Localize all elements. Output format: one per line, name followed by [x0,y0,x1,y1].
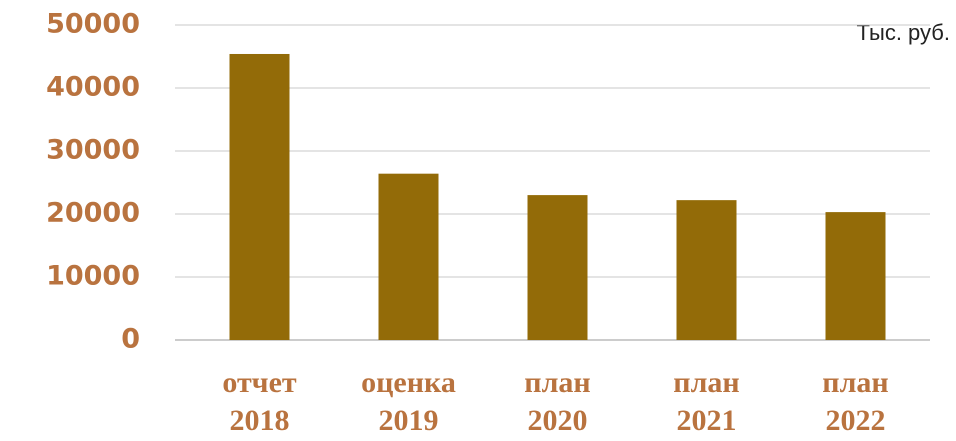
y-tick-label: 10000 [46,261,140,292]
bar [378,173,439,340]
y-tick-label: 20000 [46,198,140,229]
x-tick-line: 2020 [528,404,588,437]
x-tick-label: отчет 2018 [222,366,297,437]
bar [676,200,737,340]
y-tick-label: 50000 [46,9,140,40]
x-tick-line: 2021 [677,404,737,437]
x-tick-line: план [822,366,888,399]
x-tick-label: оценка 2019 [361,366,456,437]
y-tick-label: 0 [121,324,140,355]
bar [527,195,588,340]
x-tick-line: отчет [222,366,297,399]
unit-label: Тыс. руб. [857,20,950,45]
x-tick-line: 2022 [826,404,886,437]
x-tick-label: план 2022 [822,366,888,437]
bar [825,212,886,340]
x-tick-line: 2018 [230,404,290,437]
y-tick-label: 30000 [46,135,140,166]
x-tick-line: 2019 [379,404,439,437]
x-tick-line: план [673,366,739,399]
x-tick-label: план 2021 [673,366,739,437]
bar [229,53,290,340]
x-tick-label: план 2020 [524,366,590,437]
x-tick-line: оценка [361,366,456,399]
x-tick-line: план [524,366,590,399]
y-tick-label: 40000 [46,72,140,103]
